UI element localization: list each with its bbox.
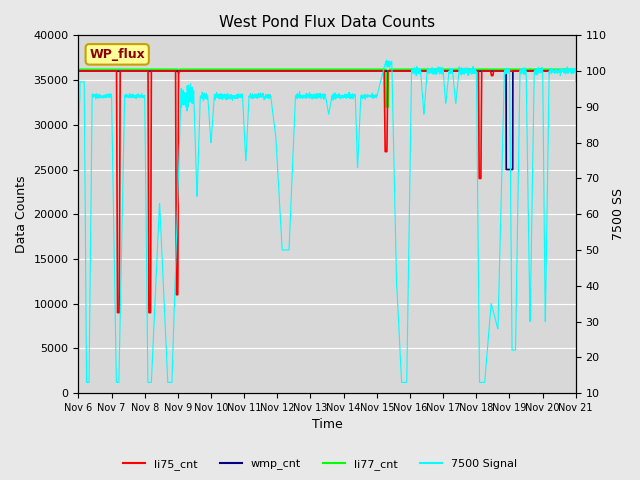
X-axis label: Time: Time <box>312 419 342 432</box>
Y-axis label: 7500 SS: 7500 SS <box>612 188 625 240</box>
Title: West Pond Flux Data Counts: West Pond Flux Data Counts <box>219 15 435 30</box>
Y-axis label: Data Counts: Data Counts <box>15 176 28 253</box>
Legend: li75_cnt, wmp_cnt, li77_cnt, 7500 Signal: li75_cnt, wmp_cnt, li77_cnt, 7500 Signal <box>118 455 522 474</box>
Text: WP_flux: WP_flux <box>90 48 145 61</box>
